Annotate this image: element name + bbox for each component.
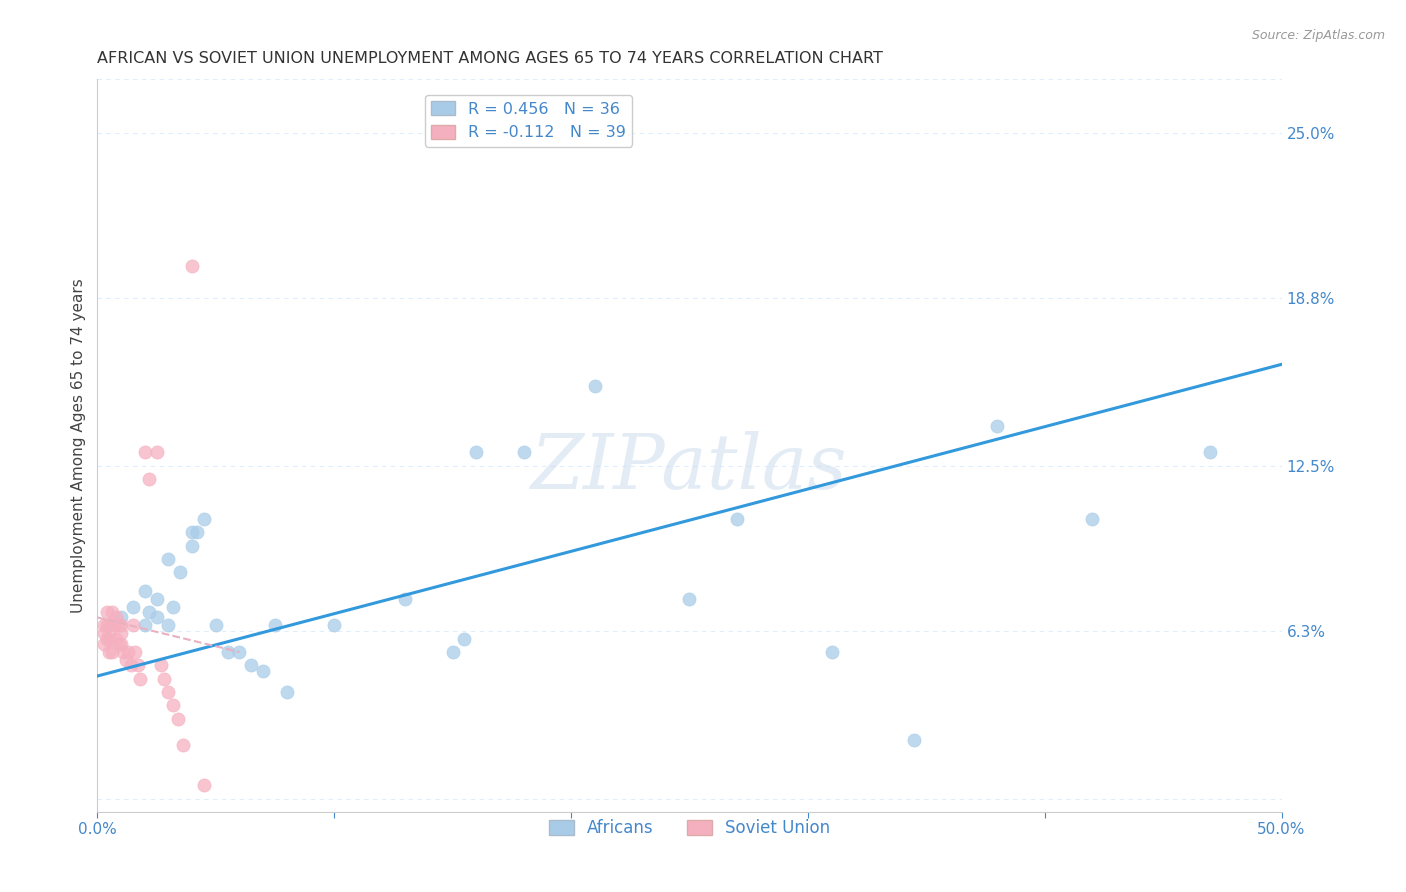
- Point: [145, 591, 167, 606]
- Point: [98, 632, 121, 646]
- Point: [107, 618, 129, 632]
- Text: AFRICAN VS SOVIET UNION UNEMPLOYMENT AMONG AGES 65 TO 74 YEARS CORRELATION CHART: AFRICAN VS SOVIET UNION UNEMPLOYMENT AMO…: [97, 51, 883, 66]
- Point: [96, 605, 118, 619]
- Point: [122, 618, 145, 632]
- Point: [441, 645, 464, 659]
- Y-axis label: Unemployment Among Ages 65 to 74 years: Unemployment Among Ages 65 to 74 years: [72, 278, 86, 613]
- Point: [252, 664, 274, 678]
- Point: [110, 610, 132, 624]
- Point: [217, 645, 239, 659]
- Point: [120, 658, 142, 673]
- Point: [134, 618, 156, 632]
- Point: [228, 645, 250, 659]
- Legend: Africans, Soviet Union: Africans, Soviet Union: [541, 813, 837, 844]
- Point: [145, 610, 167, 624]
- Point: [93, 637, 115, 651]
- Point: [193, 778, 215, 792]
- Point: [103, 618, 125, 632]
- Point: [96, 632, 118, 646]
- Point: [512, 445, 534, 459]
- Point: [112, 645, 135, 659]
- Point: [264, 618, 287, 632]
- Point: [678, 591, 700, 606]
- Point: [98, 618, 121, 632]
- Point: [986, 418, 1008, 433]
- Point: [150, 658, 173, 673]
- Point: [100, 605, 122, 619]
- Point: [110, 637, 132, 651]
- Point: [204, 618, 226, 632]
- Point: [127, 658, 149, 673]
- Point: [169, 565, 191, 579]
- Point: [394, 591, 416, 606]
- Point: [162, 698, 184, 713]
- Point: [453, 632, 475, 646]
- Point: [134, 445, 156, 459]
- Point: [93, 626, 115, 640]
- Point: [820, 645, 842, 659]
- Point: [105, 632, 128, 646]
- Point: [240, 658, 263, 673]
- Point: [98, 645, 121, 659]
- Point: [162, 599, 184, 614]
- Point: [583, 378, 606, 392]
- Point: [725, 512, 748, 526]
- Point: [110, 618, 132, 632]
- Point: [93, 618, 115, 632]
- Point: [465, 445, 488, 459]
- Point: [276, 685, 298, 699]
- Point: [122, 599, 145, 614]
- Point: [193, 512, 215, 526]
- Point: [129, 672, 152, 686]
- Point: [157, 685, 180, 699]
- Point: [117, 645, 139, 659]
- Point: [138, 472, 160, 486]
- Point: [145, 445, 167, 459]
- Point: [157, 618, 180, 632]
- Point: [100, 645, 122, 659]
- Point: [96, 618, 118, 632]
- Point: [105, 610, 128, 624]
- Point: [124, 645, 146, 659]
- Point: [152, 672, 174, 686]
- Point: [1199, 445, 1222, 459]
- Point: [181, 259, 204, 273]
- Point: [181, 525, 204, 540]
- Point: [98, 626, 121, 640]
- Point: [181, 539, 204, 553]
- Point: [903, 733, 925, 747]
- Point: [323, 618, 346, 632]
- Point: [107, 637, 129, 651]
- Point: [1081, 512, 1104, 526]
- Point: [134, 583, 156, 598]
- Point: [157, 551, 180, 566]
- Point: [110, 626, 132, 640]
- Point: [114, 653, 136, 667]
- Point: [167, 712, 190, 726]
- Text: ZIPatlas: ZIPatlas: [531, 431, 848, 505]
- Point: [186, 525, 208, 540]
- Point: [138, 605, 160, 619]
- Text: Source: ZipAtlas.com: Source: ZipAtlas.com: [1251, 29, 1385, 42]
- Point: [172, 739, 194, 753]
